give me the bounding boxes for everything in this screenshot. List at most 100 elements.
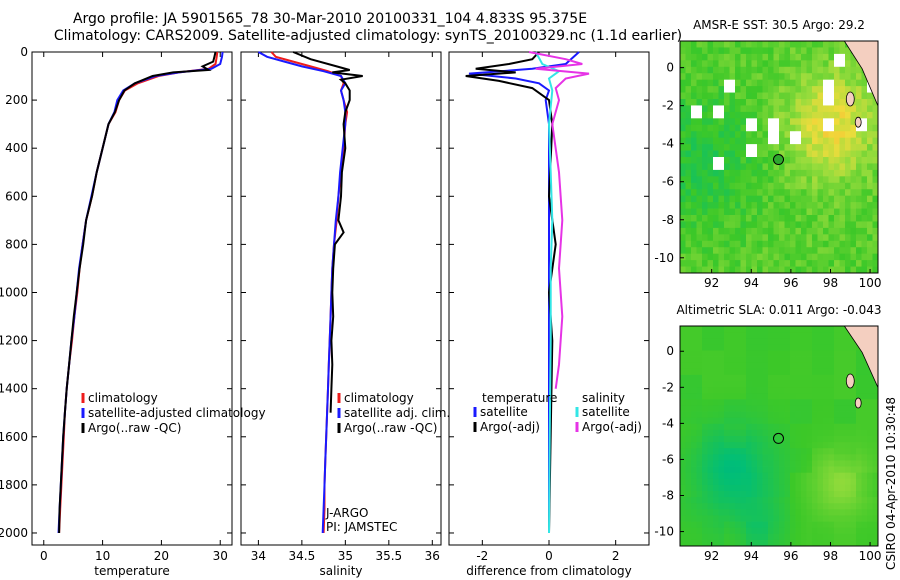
sla-cell — [790, 454, 796, 461]
sst-cell — [834, 99, 840, 106]
sla-cell — [872, 399, 879, 406]
sla-cell — [735, 332, 741, 339]
sla-cell — [751, 429, 758, 437]
sst-cell — [724, 176, 730, 184]
sla-cell — [751, 411, 758, 419]
sst-cell — [746, 131, 752, 139]
sla-cell — [768, 399, 774, 406]
sst-cell — [801, 202, 807, 209]
sla-cell — [834, 393, 840, 400]
sla-cell — [839, 332, 846, 339]
sla-cell — [696, 326, 703, 333]
sst-cell — [795, 215, 802, 222]
sst-cell — [680, 53, 686, 61]
sst-cell — [746, 73, 752, 81]
sst-cell — [762, 260, 769, 267]
sla-cell — [768, 344, 774, 351]
sla-cell — [713, 491, 719, 498]
sst-cell — [812, 41, 818, 48]
sst-cell — [812, 189, 818, 197]
sst-cell — [812, 86, 818, 93]
sla-cell — [790, 326, 796, 333]
sla-cell — [790, 491, 796, 498]
sla-cell — [801, 491, 807, 498]
sst-cell — [685, 247, 692, 255]
sst-cell — [702, 144, 708, 151]
sst-cell — [718, 131, 725, 139]
sst-cell — [784, 111, 791, 119]
sst-cell — [795, 260, 802, 267]
sst-cell — [713, 169, 719, 177]
sst-cell — [740, 41, 747, 48]
sla-cell — [828, 466, 835, 474]
sla-cell — [735, 484, 741, 492]
sla-cell — [746, 497, 752, 504]
sla-cell — [856, 515, 862, 522]
sla-cell — [779, 362, 785, 370]
sla-cell — [872, 539, 879, 547]
sst-cell — [685, 111, 692, 119]
sla-cell — [812, 503, 818, 510]
sla-cell — [768, 472, 774, 480]
sla-cell — [740, 509, 747, 516]
sst-axes-box — [679, 40, 879, 274]
sst-cell — [757, 247, 763, 255]
sst-cell — [768, 253, 774, 261]
sla-cell — [713, 368, 719, 376]
sst-cell — [713, 253, 719, 261]
sst-cell — [729, 150, 736, 158]
sla-cell — [801, 527, 807, 535]
sla-cell — [850, 533, 857, 541]
sla-cell — [729, 497, 736, 504]
sla-cell — [707, 417, 714, 425]
sst-cell — [850, 118, 857, 126]
sal-legend-label: climatology — [344, 391, 414, 405]
sst-cell — [729, 253, 736, 261]
sla-cell — [817, 423, 824, 431]
sst-cell — [735, 163, 741, 171]
sst-cell — [823, 79, 829, 87]
sla-cell — [729, 442, 736, 449]
sst-cell — [790, 41, 796, 48]
sla-cell — [757, 362, 763, 370]
sst-cell — [834, 227, 840, 235]
sla-cell — [696, 448, 703, 455]
sst-cell — [751, 111, 758, 119]
sla-cell — [823, 484, 829, 492]
sst-cell — [779, 176, 785, 184]
sst-cell — [790, 47, 796, 55]
sst-cell — [779, 234, 785, 242]
sla-cell — [790, 539, 796, 547]
sst-cell — [696, 118, 703, 126]
sst-cell — [795, 195, 802, 203]
sla-cell — [856, 509, 862, 516]
sst-cell — [806, 157, 813, 164]
sst-island — [845, 91, 855, 107]
sst-cell — [806, 73, 813, 81]
sst-cell — [696, 137, 703, 145]
sla-cell — [680, 497, 686, 504]
sst-cell — [768, 124, 774, 132]
sst-cell — [779, 240, 785, 248]
sst-cell — [685, 105, 692, 113]
sst-cell — [823, 60, 829, 68]
sla-cell — [707, 429, 714, 437]
sla-cell — [823, 436, 829, 443]
sla-cell — [746, 509, 752, 516]
sla-cell — [834, 356, 840, 364]
sst-cell — [872, 266, 879, 274]
sla-cell — [680, 472, 686, 480]
sst-cell — [801, 163, 807, 171]
sla-cell — [850, 478, 857, 486]
sst-cell — [680, 266, 686, 274]
sst-cell — [834, 47, 840, 55]
sst-cell — [740, 99, 747, 106]
sst-cell — [702, 105, 708, 113]
sst-cell — [784, 137, 791, 145]
sst-cell — [718, 99, 725, 106]
sst-cell — [872, 163, 879, 171]
sla-cell — [762, 387, 769, 394]
sst-cell — [685, 66, 692, 74]
sla-cell — [762, 374, 769, 382]
sst-cell — [801, 144, 807, 151]
